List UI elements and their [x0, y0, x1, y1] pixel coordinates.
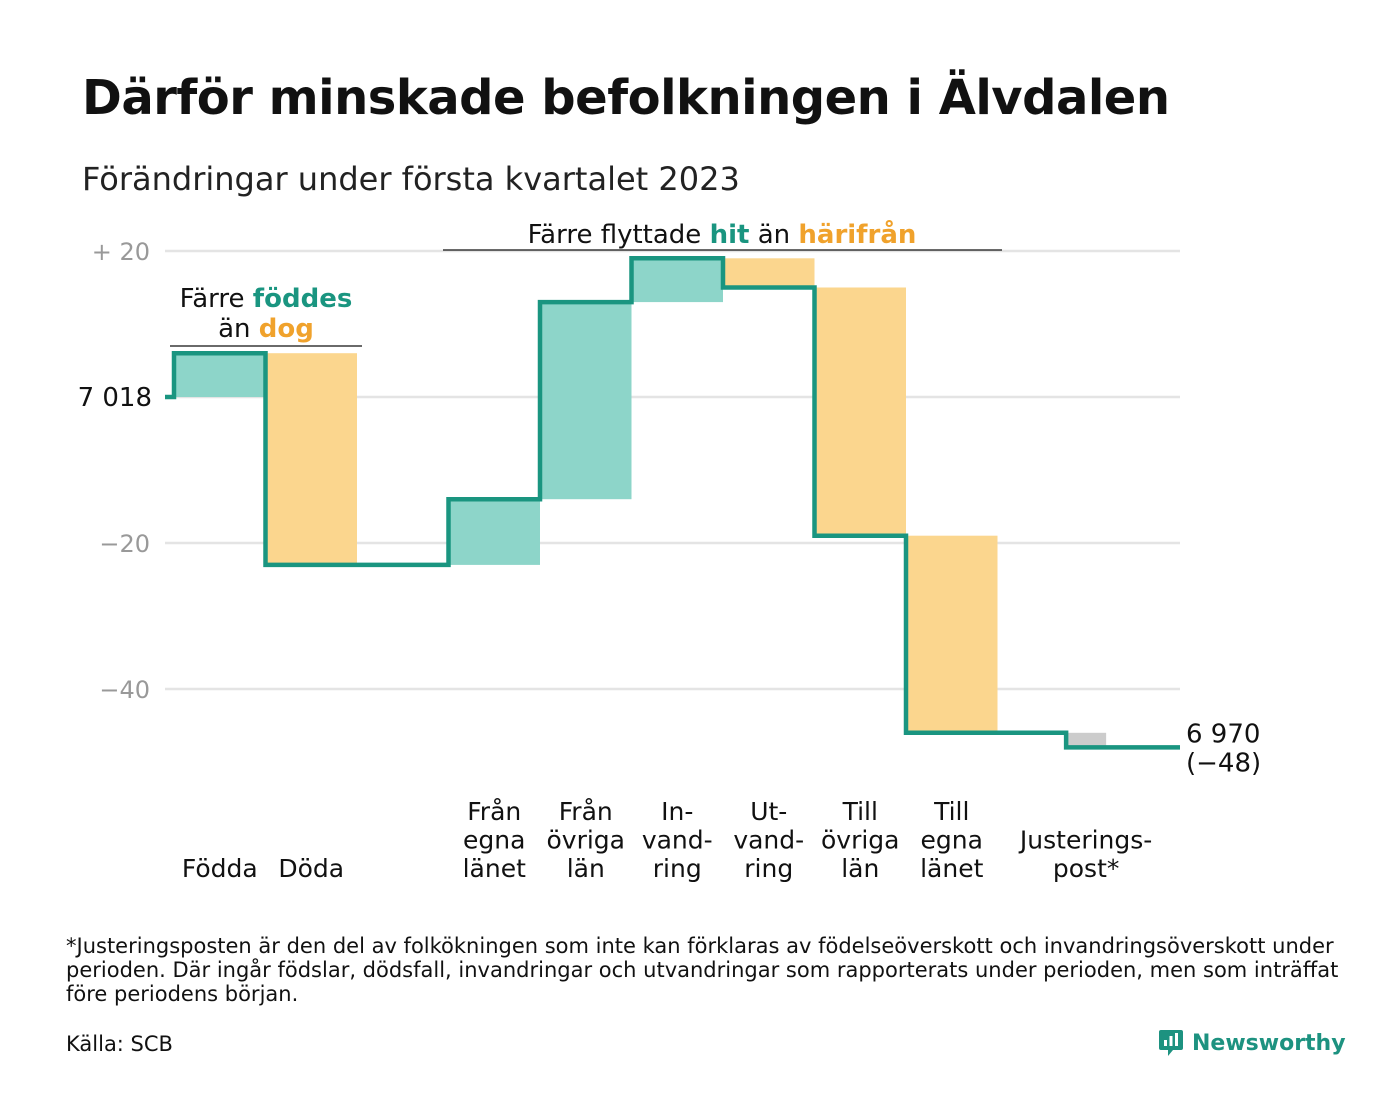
newsworthy-chart-bubble-icon: [1159, 1030, 1183, 1056]
annotation-segment: Färre: [180, 284, 253, 314]
category-label-line: vand-: [642, 826, 713, 855]
category-label-line: Döda: [278, 854, 344, 883]
bar-till_ovriga: [814, 287, 906, 536]
bar-invandring: [631, 258, 723, 303]
bar-fodda: [174, 353, 266, 397]
category-label-line: Födda: [182, 854, 258, 883]
category-label-line: egna: [463, 826, 525, 855]
bar-utvandring: [723, 258, 815, 288]
category-label-line: Från: [559, 797, 613, 826]
category-label-line: Ut-: [750, 797, 787, 826]
grid-layer: [165, 249, 1180, 691]
line-layer: [165, 256, 1180, 750]
newsworthy-logo[interactable]: Newsworthy: [1158, 1028, 1346, 1058]
annotation-segment: dog: [259, 314, 314, 344]
category-label-doda: Döda: [278, 854, 344, 883]
category-label-till_ovriga: Till övriga län: [821, 797, 900, 883]
category-label-line: post*: [1053, 854, 1120, 883]
category-label-line: länet: [920, 854, 983, 883]
category-label-line: övriga: [546, 826, 625, 855]
start-value-label: 7 018: [78, 383, 152, 413]
logo-text: Newsworthy: [1192, 1030, 1346, 1056]
category-label-justering: Justerings-post*: [1018, 826, 1152, 884]
annotation-segment: hit: [710, 220, 750, 250]
category-label-line: län: [841, 854, 879, 883]
category-label-fran_ovriga: Från övriga län: [546, 797, 625, 883]
category-label-line: egna: [921, 826, 983, 855]
category-label-invandring: In-vand-ring: [642, 797, 713, 883]
tick-layer: + 20 −20 −40 7 018 6 970(−48): [78, 238, 1262, 778]
annotation-births-line: än dog: [218, 314, 314, 344]
category-label-line: In-: [661, 797, 693, 826]
category-label-line: Till: [933, 797, 969, 826]
bar-justering: [1066, 732, 1107, 748]
bar-doda: [265, 353, 357, 565]
category-label-line: ring: [744, 854, 793, 883]
annotation-moves-line: Färre flyttade hit än härifrån: [528, 218, 917, 250]
category-label-till_egna: Till egna länet: [920, 797, 983, 883]
annotation-segment: föddes: [253, 284, 353, 314]
source-note: Källa: SCB: [66, 1032, 173, 1056]
category-label-utvandring: Ut-vand-ring: [733, 797, 804, 883]
bar-fran_egna: [448, 499, 540, 565]
annotation-segment: Färre flyttade: [528, 220, 710, 250]
annotation-segment: härifrån: [798, 218, 916, 250]
y-tick-label: −40: [99, 676, 150, 704]
bar-till_egna: [906, 535, 998, 733]
category-label-line: länet: [463, 854, 526, 883]
category-label-line: vand-: [733, 826, 804, 855]
footnote: *Justeringsposten är den del av folkökni…: [66, 934, 1339, 1006]
bar-fran_ovriga: [540, 302, 632, 500]
annotation-births-line: Färre föddes: [180, 284, 353, 314]
category-label-line: övriga: [821, 826, 900, 855]
y-tick-label: −20: [99, 530, 150, 558]
category-label-fodda: Födda: [182, 854, 258, 883]
category-label-line: ring: [653, 854, 702, 883]
chart-subtitle: Förändringar under första kvartalet 2023: [82, 160, 740, 198]
category-label-line: Justerings-: [1018, 826, 1152, 855]
category-label-fran_egna: Från egna länet: [463, 797, 526, 883]
end-value-label: 6 970: [1186, 719, 1260, 749]
annotation-segment: än: [749, 220, 798, 250]
bar-layer: [174, 258, 1107, 748]
category-label-line: Till: [842, 797, 878, 826]
end-change-label: (−48): [1186, 748, 1261, 778]
category-label-line: län: [567, 854, 605, 883]
cumulative-step-line: [165, 256, 1180, 750]
annotation-segment: än: [218, 314, 259, 344]
y-tick-label: + 20: [92, 238, 150, 266]
category-label-line: Från: [467, 797, 521, 826]
chart-title: Därför minskade befolkningen i Älvdalen: [82, 70, 1170, 126]
